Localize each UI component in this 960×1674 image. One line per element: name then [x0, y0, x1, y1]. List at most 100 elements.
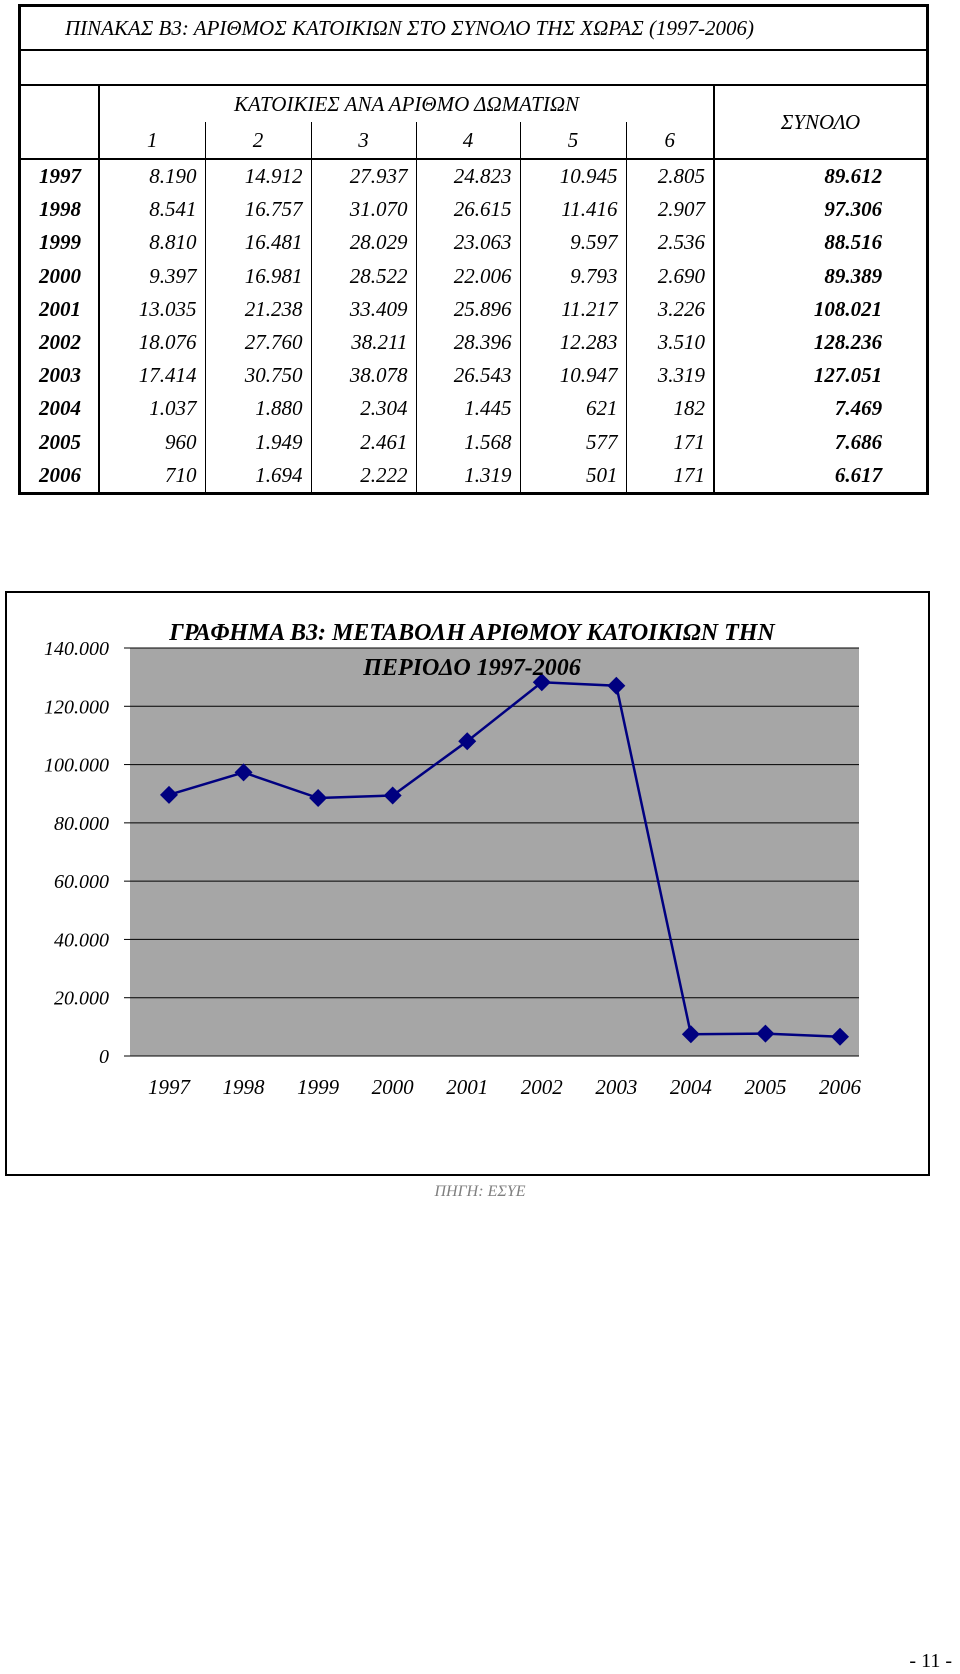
table-cell: 38.211 — [310, 325, 416, 360]
data-point-marker — [234, 763, 253, 782]
source-note: ΠΗΓΗ: ΕΣΥΕ — [434, 1183, 526, 1200]
table-cell: 1.319 — [415, 458, 520, 492]
row-year: 1997 — [39, 164, 81, 189]
table-cell: 8.810 — [98, 226, 205, 260]
row-total: 88.516 — [712, 226, 927, 260]
row-year: 2001 — [39, 296, 81, 321]
table-cell: 22.006 — [415, 259, 520, 293]
table-cell: 1.037 — [98, 392, 205, 426]
row-total: 7.686 — [712, 425, 927, 459]
table-cell: 182 — [625, 392, 714, 426]
y-tick-label: 100.000 — [44, 755, 109, 777]
table-cell: 3.319 — [625, 359, 714, 393]
room-column-header: 3 — [310, 122, 416, 160]
room-column-header: 2 — [204, 122, 311, 160]
x-tick-label: 1999 — [297, 1075, 340, 1099]
y-tick-label: 40.000 — [54, 929, 109, 951]
table-cell: 710 — [98, 458, 205, 492]
page-number: - 11 - — [909, 1650, 952, 1672]
line-chart-svg: 0 20.000 40.000 60.000 80.000 100.000 120.000 1… — [44, 638, 862, 1099]
x-tick-label: 1998 — [223, 1075, 266, 1099]
table-cell: 27.760 — [204, 325, 311, 360]
room-column-header: 4 — [415, 122, 520, 160]
table-cell: 621 — [519, 392, 626, 426]
table-row: 2004 1.037 1.880 2.304 1.445 621 182 7.469 — [21, 392, 927, 426]
x-tick-label: 1997 — [148, 1075, 192, 1099]
table-cell: 26.543 — [415, 359, 520, 393]
table-cell: 1.880 — [204, 392, 311, 426]
x-tick-label: 2002 — [521, 1075, 564, 1099]
row-year: 2004 — [39, 396, 81, 421]
room-column-header: 1 — [98, 122, 205, 160]
table-row: 2005 960 1.949 2.461 1.568 577 171 7.686 — [21, 425, 927, 459]
table-cell: 960 — [98, 425, 205, 459]
table-row: 2006 710 1.694 2.222 1.319 501 171 6.617 — [21, 458, 927, 492]
x-tick-label: 2005 — [744, 1075, 786, 1099]
row-year: 2006 — [39, 462, 81, 487]
table-row: 2001 13.035 21.238 33.409 25.896 11.217 3.226 1… — [21, 292, 927, 326]
table-cell: 1.445 — [415, 392, 520, 426]
data-point-marker — [681, 1025, 700, 1044]
y-tick-label: 80.000 — [54, 813, 109, 835]
table-cell: 28.029 — [310, 226, 416, 260]
data-point-marker — [309, 789, 328, 808]
housing-table-grid: ΠΙΝΑΚΑΣ Β3: ΑΡΙΘΜΟΣ ΚΑΤΟΙΚΙΩΝ ΣΤΟ ΣΥΝΟΛΟ… — [21, 7, 927, 492]
table-cell: 9.793 — [519, 259, 626, 293]
x-tick-label: 2001 — [446, 1075, 488, 1099]
table-cell: 1.568 — [415, 425, 520, 459]
table-cell: 17.414 — [98, 359, 205, 393]
table-row: 1999 8.810 16.481 28.029 23.063 9.597 2.536 88.… — [21, 226, 927, 260]
y-tick-label: 60.000 — [54, 871, 109, 893]
table-cell: 16.981 — [204, 259, 311, 293]
table-cell: 16.757 — [204, 193, 311, 227]
table-row: 1997 8.190 14.912 27.937 24.823 10.945 2.805 89… — [21, 159, 927, 194]
row-total: 89.389 — [712, 259, 927, 293]
data-point-marker — [532, 673, 551, 692]
table-cell: 577 — [519, 425, 626, 459]
table-cell: 21.238 — [204, 292, 311, 326]
series-line — [168, 681, 841, 1038]
table-cell: 23.063 — [415, 226, 520, 260]
row-total: 108.021 — [712, 292, 927, 326]
table-row: 1998 8.541 16.757 31.070 26.615 11.416 2.907 97… — [21, 193, 927, 227]
rooms-group-header: ΚΑΤΟΙΚΙΕΣ ΑΝΑ ΑΡΙΘΜΟ ΔΩΜΑΤΙΩΝ — [98, 85, 714, 122]
data-point-marker — [756, 1024, 775, 1043]
data-point-marker — [160, 785, 178, 804]
y-tick-label: 20.000 — [54, 988, 109, 1010]
data-point-marker — [458, 732, 477, 751]
row-year: 2003 — [39, 363, 81, 388]
chart-title: ΓΡΑΦΗΜΑ Β3: ΜΕΤΑΒΟΛΗ ΑΡΙΘΜΟΥ ΚΑΤΟΙΚΙΩΝ Τ… — [169, 620, 775, 681]
housing-table: ΠΙΝΑΚΑΣ Β3: ΑΡΙΘΜΟΣ ΚΑΤΟΙΚΙΩΝ ΣΤΟ ΣΥΝΟΛΟ… — [18, 4, 929, 495]
table-title: ΠΙΝΑΚΑΣ Β3: ΑΡΙΘΜΟΣ ΚΑΤΟΙΚΙΩΝ ΣΤΟ ΣΥΝΟΛΟ… — [21, 7, 927, 51]
x-tick-label: 2003 — [595, 1075, 637, 1099]
table-cell: 30.750 — [204, 359, 311, 393]
row-total: 127.051 — [712, 359, 927, 393]
table-cell: 12.283 — [519, 325, 626, 360]
table-cell: 13.035 — [98, 292, 205, 326]
table-cell: 10.945 — [519, 159, 626, 194]
total-header: ΣΥΝΟΛΟ — [712, 85, 927, 160]
row-total: 6.617 — [712, 458, 927, 492]
table-cell: 33.409 — [310, 292, 416, 326]
table-cell: 2.222 — [310, 458, 416, 492]
plot-area — [130, 648, 859, 1056]
y-tick-label: 120.000 — [44, 696, 109, 718]
table-cell: 26.615 — [415, 193, 520, 227]
table-row: 2000 9.397 16.981 28.522 22.006 9.793 2.690 89.… — [21, 259, 927, 293]
data-point-marker — [607, 676, 626, 695]
x-tick-label: 2006 — [819, 1075, 862, 1099]
table-cell: 11.416 — [519, 193, 626, 227]
table-cell: 1.694 — [204, 458, 311, 492]
table-cell: 171 — [625, 425, 714, 459]
table-row: 2002 18.076 27.760 38.211 28.396 12.283 3.510 1… — [21, 325, 927, 360]
y-tick-label: 140.000 — [44, 638, 109, 660]
table-cell: 501 — [519, 458, 626, 492]
table-cell: 28.396 — [415, 325, 520, 360]
table-cell: 2.805 — [625, 159, 714, 194]
table-cell: 1.949 — [204, 425, 311, 459]
row-year: 2002 — [39, 330, 81, 355]
table-cell: 8.541 — [98, 193, 205, 227]
row-year: 2000 — [39, 263, 81, 288]
row-year: 1998 — [39, 197, 81, 222]
table-cell: 16.481 — [204, 226, 311, 260]
